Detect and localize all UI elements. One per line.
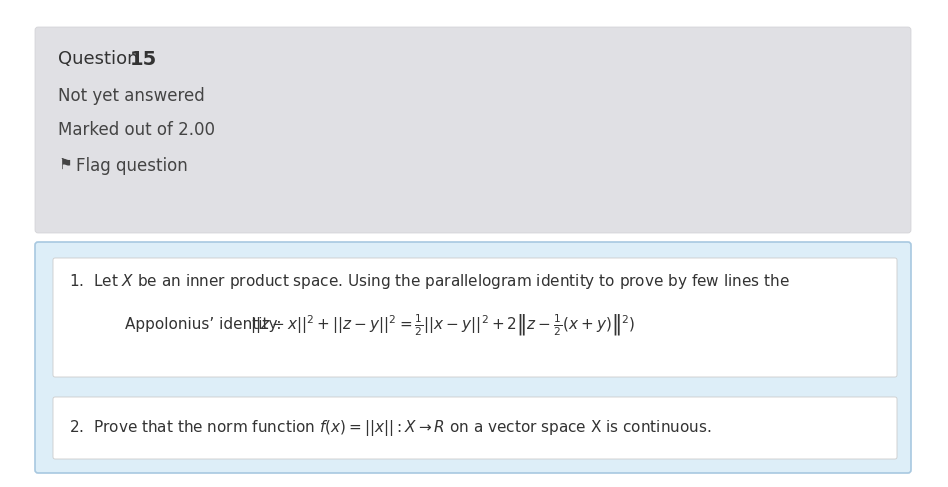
FancyBboxPatch shape	[35, 27, 911, 233]
Text: 2.  Prove that the norm function $f(x) = ||x||: X \rightarrow R$ on a vector spa: 2. Prove that the norm function $f(x) = …	[69, 418, 712, 438]
Text: Appolonius’ identity:: Appolonius’ identity:	[125, 318, 282, 333]
Text: Marked out of 2.00: Marked out of 2.00	[58, 121, 215, 139]
Text: 15: 15	[130, 50, 157, 69]
FancyBboxPatch shape	[35, 242, 911, 473]
Text: Not yet answered: Not yet answered	[58, 87, 205, 105]
Text: Flag question: Flag question	[76, 157, 188, 175]
Text: 1.  Let $\mathit{X}$ be an inner product space. Using the parallelogram identity: 1. Let $\mathit{X}$ be an inner product …	[69, 272, 790, 291]
Text: $||z - x||^2+||z - y||^2 = \frac{1}{2}||x - y||^2 + 2\left\|z -\frac{1}{2}(x + y: $||z - x||^2+||z - y||^2 = \frac{1}{2}||…	[250, 312, 635, 338]
FancyBboxPatch shape	[53, 258, 897, 377]
Text: Question: Question	[58, 50, 144, 68]
Text: ⚑: ⚑	[58, 157, 72, 172]
FancyBboxPatch shape	[53, 397, 897, 459]
